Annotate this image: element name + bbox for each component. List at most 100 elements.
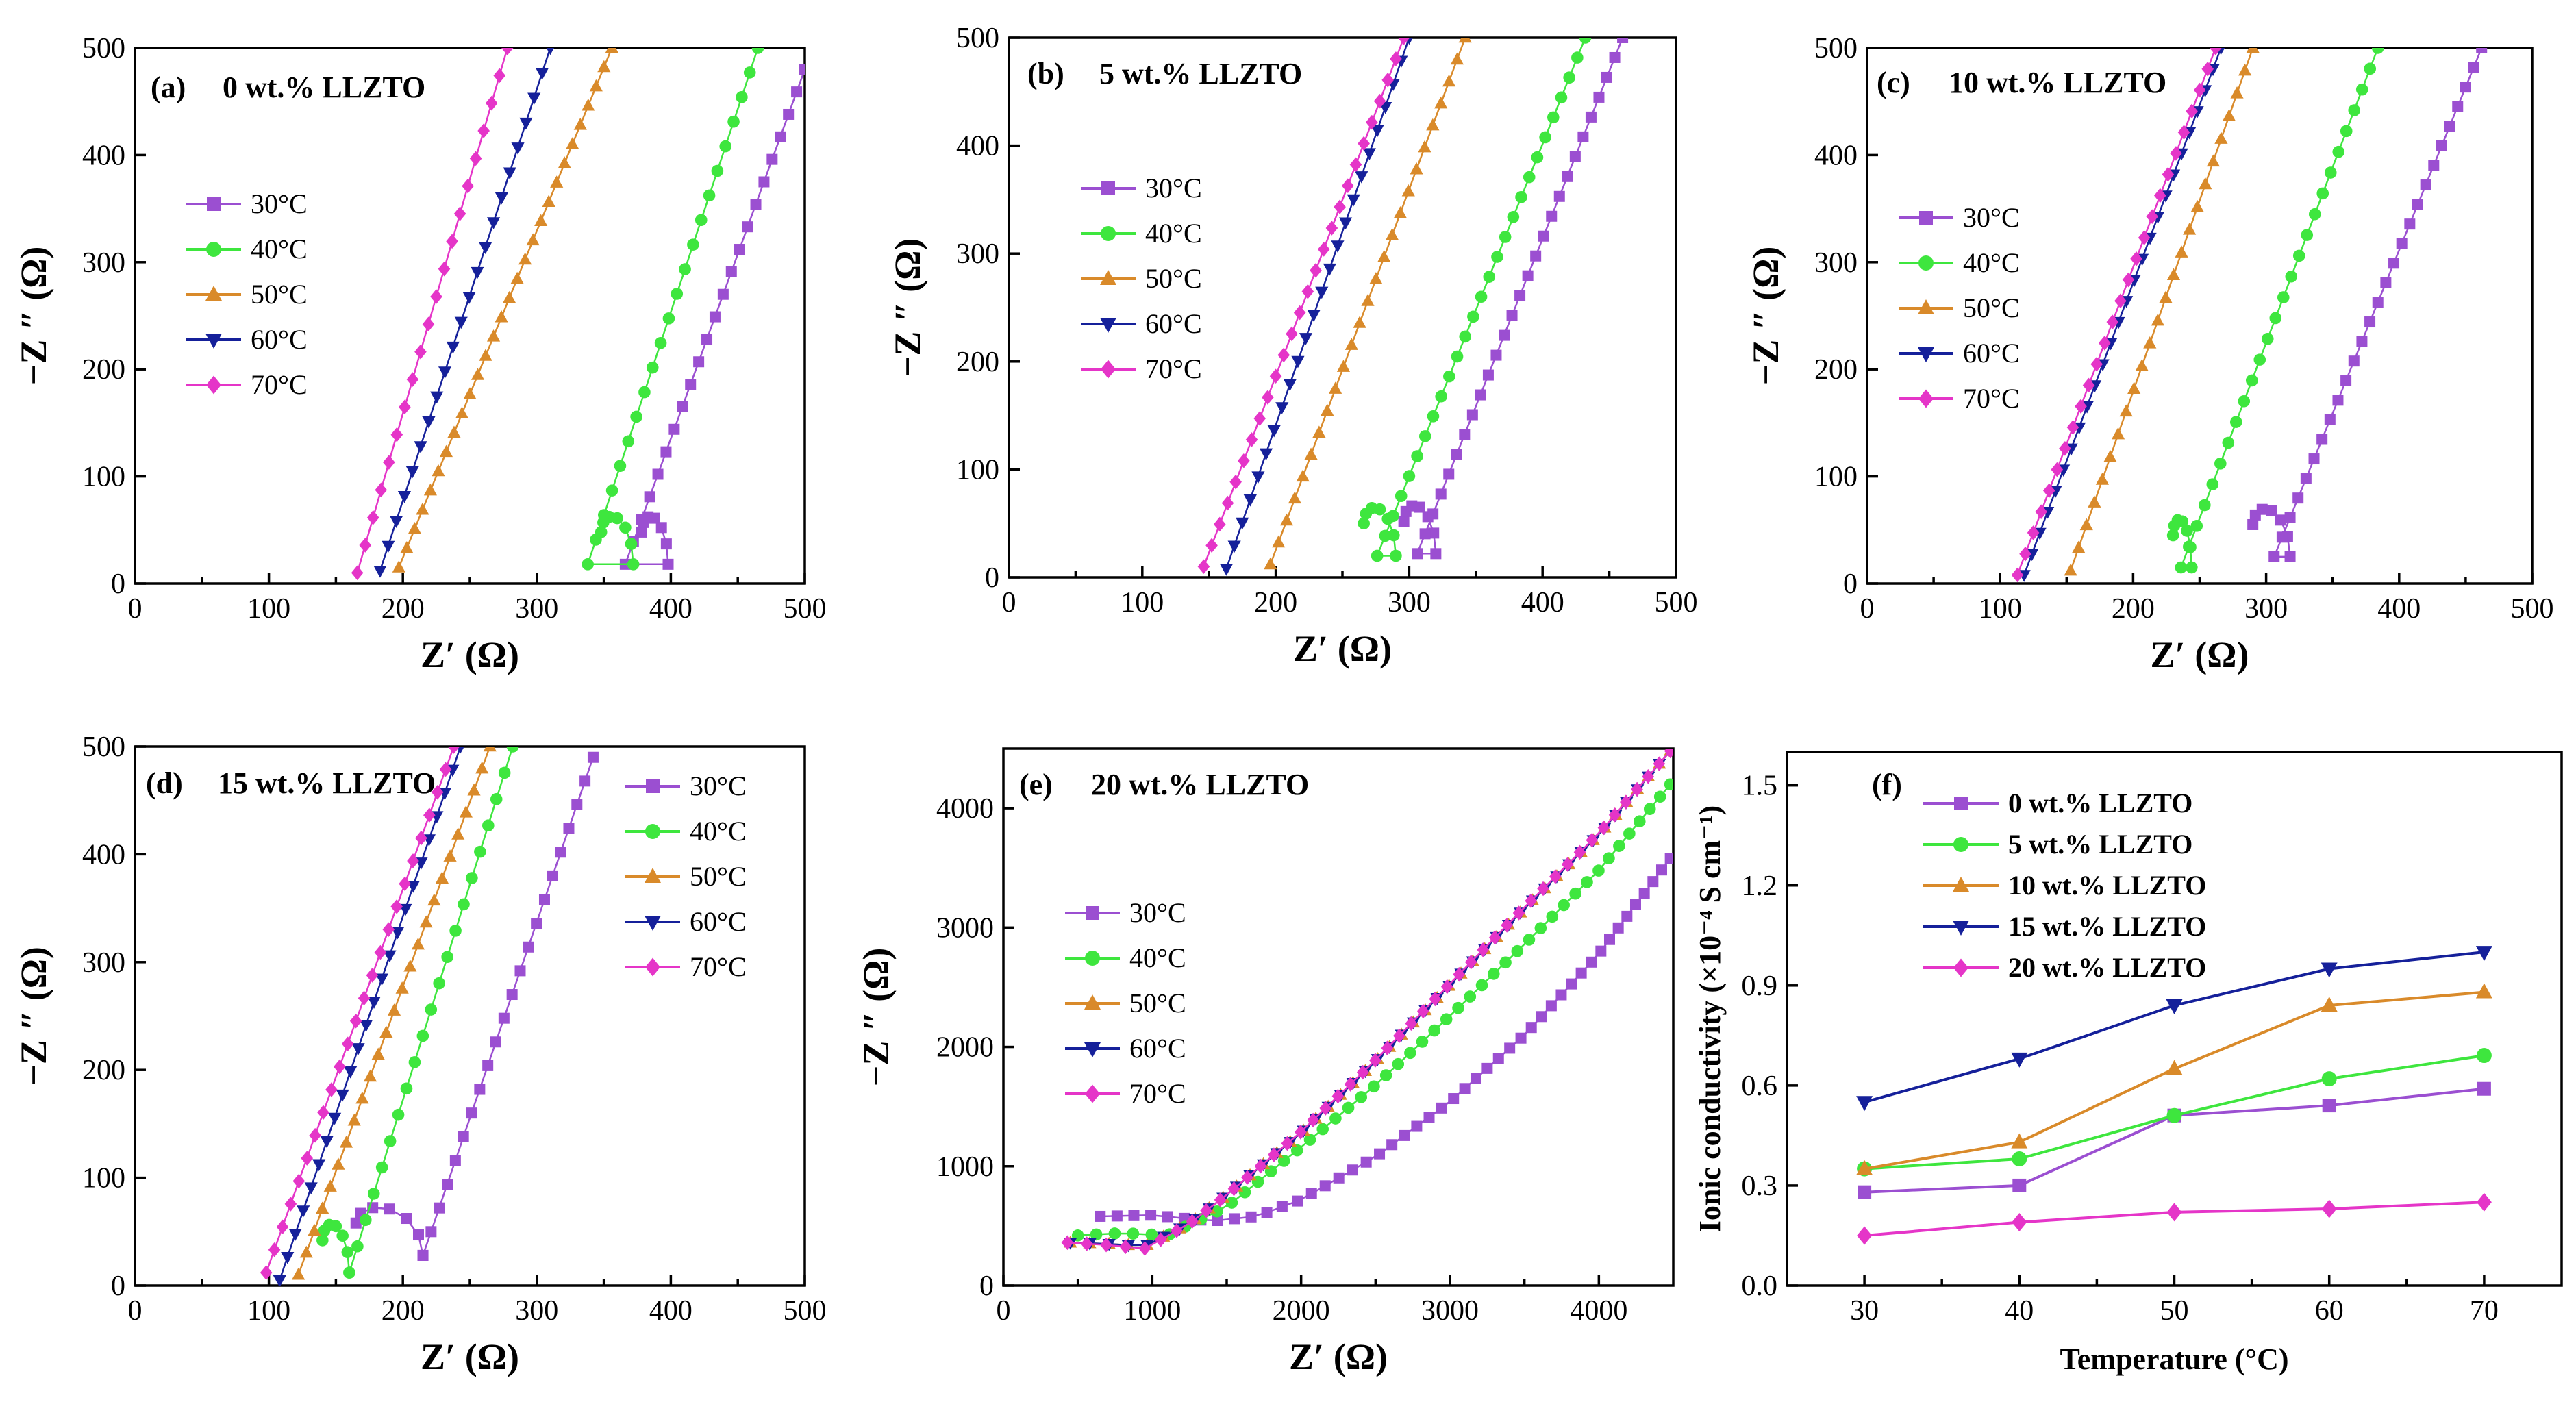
data-point: [1127, 1227, 1140, 1240]
data-point: [374, 944, 387, 960]
data-point: [1317, 242, 1330, 257]
legend-marker: [206, 242, 221, 257]
data-point: [1227, 540, 1241, 553]
data-point: [1090, 1228, 1103, 1241]
data-point: [2308, 453, 2320, 465]
data-point: [638, 386, 651, 399]
data-point: [1268, 1147, 1280, 1162]
data-point: [1417, 1003, 1429, 1019]
data-point: [1373, 503, 1386, 516]
data-point: [566, 137, 579, 149]
series-70: [260, 747, 460, 1280]
data-point: [2247, 518, 2259, 530]
series-40: [1071, 778, 1673, 1242]
legend-marker: [1085, 1084, 1100, 1103]
data-point: [1470, 1073, 1481, 1084]
y-tick-label: 100: [956, 454, 999, 486]
data-point: [358, 990, 371, 1006]
legend-marker: [207, 197, 221, 211]
data-point: [1553, 190, 1565, 202]
data-point: [2042, 483, 2055, 499]
data-point: [1145, 1228, 1158, 1241]
data-point: [2460, 82, 2471, 93]
data-point: [506, 747, 519, 753]
data-point: [1507, 211, 1520, 223]
data-point: [1620, 794, 1632, 810]
data-point: [2275, 514, 2286, 526]
legend-marker: [1918, 255, 1934, 271]
legend-marker: [1953, 921, 1969, 936]
y-axis-title: −Z ″ (Ω): [13, 947, 54, 1086]
data-point: [1458, 38, 1472, 43]
data-point: [1362, 148, 1376, 160]
legend-label: 50°C: [1963, 292, 2020, 323]
data-point: [1623, 827, 1636, 840]
data-point: [276, 1219, 289, 1235]
data-point: [1229, 474, 1242, 490]
data-point: [1369, 272, 1383, 284]
data-point: [475, 761, 489, 774]
data-point: [719, 140, 732, 153]
data-point: [1310, 262, 1322, 278]
data-point: [654, 336, 667, 349]
data-point: [325, 1082, 338, 1097]
data-point: [1369, 1053, 1381, 1068]
y-tick-label: 1.2: [1742, 871, 1778, 902]
data-point: [2170, 146, 2182, 161]
y-tick-label: 100: [82, 462, 125, 493]
data-point: [2095, 473, 2109, 485]
data-point: [1267, 425, 1281, 438]
data-point: [1586, 832, 1599, 848]
data-point: [1100, 1237, 1112, 1253]
x-tick-label: 3000: [1421, 1295, 1479, 1327]
data-point: [390, 927, 405, 940]
data-point: [2388, 258, 2400, 269]
panel-b: 0 100 200 300 400 500 0 100 200 300 400 500 Z′ (Ω) −Z…: [887, 23, 1698, 669]
data-point: [1483, 271, 1496, 283]
legend-marker: [1954, 797, 1968, 810]
data-point: [1253, 411, 1266, 426]
data-point: [351, 565, 364, 581]
data-point: [558, 156, 571, 168]
data-point: [371, 1047, 385, 1060]
data-point: [443, 849, 457, 862]
x-axis-title: Z′ (Ω): [421, 1336, 519, 1377]
data-point: [383, 455, 395, 470]
x-tick-label: 500: [784, 1295, 827, 1327]
data-point: [2476, 1192, 2492, 1212]
data-point: [1428, 1024, 1440, 1037]
data-point: [350, 1217, 362, 1229]
legend-marker: [1953, 877, 1969, 892]
data-point: [758, 176, 770, 188]
data-point: [384, 1203, 395, 1215]
series-50: [1856, 983, 2492, 1175]
legend-label: 30°C: [1129, 897, 1186, 928]
y-tick-label: 500: [956, 23, 999, 54]
data-point: [1450, 52, 1464, 65]
x-tick-label: 500: [1655, 587, 1698, 618]
y-tick-label: 1000: [936, 1151, 994, 1183]
data-point: [514, 965, 526, 977]
plot-area: [1197, 38, 1629, 576]
data-point: [309, 1127, 321, 1143]
data-point: [1416, 1036, 1429, 1048]
data-point: [1366, 114, 1378, 130]
data-point: [1664, 749, 1673, 759]
legend-label: 30°C: [690, 771, 747, 801]
data-point: [1601, 71, 1613, 83]
data-point: [329, 1220, 342, 1233]
data-point: [312, 1159, 326, 1172]
data-point: [2316, 434, 2328, 445]
data-point: [1430, 548, 1442, 560]
data-point: [432, 464, 445, 477]
data-point: [423, 483, 438, 496]
data-point: [471, 266, 484, 279]
data-point: [1491, 251, 1503, 263]
data-point: [1492, 1053, 1504, 1064]
data-point: [387, 1003, 401, 1016]
data-point: [1399, 1129, 1410, 1141]
data-point: [2183, 223, 2197, 235]
y-tick-label: 400: [82, 140, 125, 171]
legend-label: 30°C: [1963, 202, 2020, 233]
data-point: [425, 1226, 437, 1238]
